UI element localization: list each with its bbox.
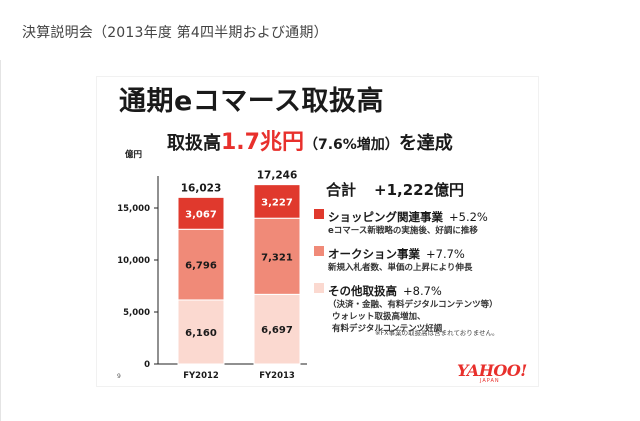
segment-label: 6,697: [261, 325, 293, 336]
total-label: 16,023: [181, 182, 222, 194]
x-tick-label: FY2012: [183, 371, 219, 381]
bar-segment: [177, 228, 225, 301]
total-value: +1,222億円: [374, 181, 465, 199]
legend-item: ショッピング関連事業 +5.2% eコマース新戦略の実施後、好調に推移: [312, 206, 538, 237]
y-axis-label: 億円: [125, 149, 142, 160]
segment-label: 6,796: [185, 261, 217, 272]
yahoo-logo: YAHOO!: [457, 361, 527, 380]
legend-description: 新規入札者数、単価の上昇により伸長: [328, 263, 473, 273]
legend-name: オークション事業: [328, 247, 420, 261]
legend-description: （決済・金融、有料デジタルコンテンツ等）: [328, 300, 498, 310]
legend-description: eコマース新戦略の実施後、好調に推移: [328, 226, 478, 236]
slide-subtitle: 取扱高1.7兆円（7.6%増加）を達成: [167, 124, 453, 156]
subtitle-highlight: 1.7兆円: [221, 130, 304, 155]
y-tick-label: 10,000: [117, 256, 150, 266]
legend-description: ウォレット取扱高増加、: [332, 312, 426, 322]
yahoo-logo-sub: JAPAN: [480, 378, 500, 384]
x-tick-label: FY2013: [259, 371, 295, 381]
legend-swatch: [314, 209, 324, 219]
stacked-bar-chart: 億円 0 5,000 10,000 15,000 6,160 6,796 3,067 16,02…: [117, 149, 307, 381]
legend-swatch: [314, 246, 324, 256]
legend-item: その他取扱高 +8.7% （決済・金融、有料デジタルコンテンツ等） ウォレット取扱高増…: [312, 280, 538, 335]
subtitle-paren: （7.6%増加）: [303, 137, 399, 153]
total-label: 17,246: [257, 170, 298, 182]
subtitle-prefix: 取扱高: [167, 133, 221, 154]
legend-swatch: [314, 283, 324, 293]
bar-segment: [253, 217, 301, 295]
bar-segment: [253, 184, 301, 219]
legend-item: オークション事業 +7.7% 新規入札者数、単価の上昇により伸長: [312, 243, 538, 274]
footnote: ※FX事業の取扱高は含まれておりません。: [375, 329, 499, 337]
bar-segment: [177, 299, 225, 365]
slide-page-number: 9: [117, 373, 121, 380]
subtitle-suffix: を達成: [398, 133, 453, 154]
segment-label: 3,067: [185, 209, 217, 220]
legend-change: +8.7%: [403, 284, 442, 298]
legend-name: ショッピング関連事業: [328, 210, 443, 224]
legend-change: +7.7%: [426, 247, 465, 261]
y-tick-label: 15,000: [117, 204, 150, 214]
legend-change: +5.2%: [449, 210, 488, 224]
segment-label: 7,321: [261, 252, 293, 263]
legend-items: ショッピング関連事業 +5.2% eコマース新戦略の実施後、好調に推移オークション事…: [312, 206, 538, 335]
legend: 合計 +1,222億円 ショッピング関連事業 +5.2% eコマース新戦略の実施後、好…: [312, 179, 538, 335]
slide-title: 通期eコマース取扱高: [119, 86, 384, 117]
y-tick-label: 5,000: [123, 308, 150, 318]
legend-description: 有料デジタルコンテンツ好調: [332, 324, 443, 334]
bar-segment: [253, 293, 301, 365]
slide: 通期eコマース取扱高 取扱高1.7兆円（7.6%増加）を達成 億円 0 5,000 1…: [97, 77, 538, 386]
segment-label: 3,227: [261, 197, 293, 208]
left-divider: [0, 60, 1, 421]
total-line: 合計 +1,222億円: [326, 179, 538, 200]
bar-segment: [177, 196, 225, 230]
page-heading: 決算説明会（2013年度 第4四半期および通期）: [22, 25, 328, 41]
total-label: 合計: [326, 181, 357, 199]
legend-name: その他取扱高: [328, 284, 397, 298]
y-tick-label: 0: [144, 360, 150, 370]
segment-label: 6,160: [185, 328, 217, 339]
